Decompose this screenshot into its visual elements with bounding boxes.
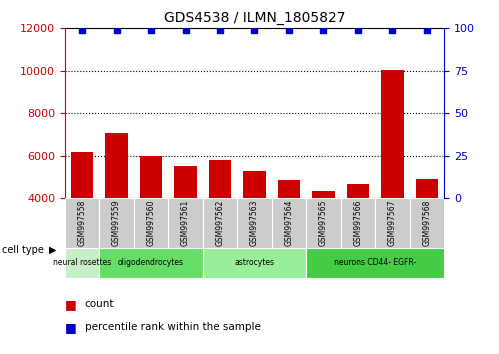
Bar: [105, 133, 128, 283]
Text: oligodendrocytes: oligodendrocytes: [118, 258, 184, 267]
Point: [113, 27, 121, 33]
Bar: [306, 198, 341, 248]
Point: [354, 27, 362, 33]
Bar: [168, 198, 203, 248]
Text: GSM997564: GSM997564: [284, 200, 293, 246]
Bar: [174, 166, 197, 283]
Bar: [99, 248, 203, 278]
Bar: [306, 248, 444, 278]
Text: ▶: ▶: [49, 245, 56, 255]
Point: [388, 27, 396, 33]
Text: GSM997559: GSM997559: [112, 200, 121, 246]
Point: [250, 27, 258, 33]
Text: ■: ■: [65, 298, 77, 311]
Bar: [71, 152, 93, 283]
Text: neural rosettes: neural rosettes: [53, 258, 111, 267]
Text: GSM997562: GSM997562: [216, 200, 225, 246]
Point: [285, 27, 293, 33]
Bar: [278, 180, 300, 283]
Bar: [312, 191, 335, 283]
Bar: [410, 198, 444, 248]
Bar: [65, 248, 99, 278]
Bar: [244, 171, 265, 283]
Bar: [237, 198, 272, 248]
Bar: [347, 184, 369, 283]
Text: GSM997567: GSM997567: [388, 200, 397, 246]
Text: GSM997568: GSM997568: [422, 200, 431, 246]
Text: GSM997560: GSM997560: [147, 200, 156, 246]
Bar: [65, 198, 99, 248]
Text: ■: ■: [65, 321, 77, 334]
Point: [78, 27, 86, 33]
Text: percentile rank within the sample: percentile rank within the sample: [85, 322, 260, 332]
Text: GSM997565: GSM997565: [319, 200, 328, 246]
Bar: [272, 198, 306, 248]
Text: neurons CD44- EGFR-: neurons CD44- EGFR-: [334, 258, 416, 267]
Bar: [375, 198, 410, 248]
Bar: [134, 198, 168, 248]
Bar: [341, 198, 375, 248]
Bar: [203, 248, 306, 278]
Point: [423, 27, 431, 33]
Point: [147, 27, 155, 33]
Point: [319, 27, 327, 33]
Point: [216, 27, 224, 33]
Bar: [381, 70, 404, 283]
Text: GSM997566: GSM997566: [353, 200, 362, 246]
Text: GSM997561: GSM997561: [181, 200, 190, 246]
Text: astrocytes: astrocytes: [235, 258, 274, 267]
Bar: [99, 198, 134, 248]
Bar: [416, 179, 438, 283]
Bar: [140, 156, 162, 283]
Text: cell type: cell type: [2, 245, 44, 255]
Point: [182, 27, 190, 33]
Bar: [209, 160, 231, 283]
Title: GDS4538 / ILMN_1805827: GDS4538 / ILMN_1805827: [164, 11, 345, 24]
Bar: [203, 198, 237, 248]
Text: GSM997563: GSM997563: [250, 200, 259, 246]
Text: GSM997558: GSM997558: [78, 200, 87, 246]
Text: count: count: [85, 299, 114, 309]
